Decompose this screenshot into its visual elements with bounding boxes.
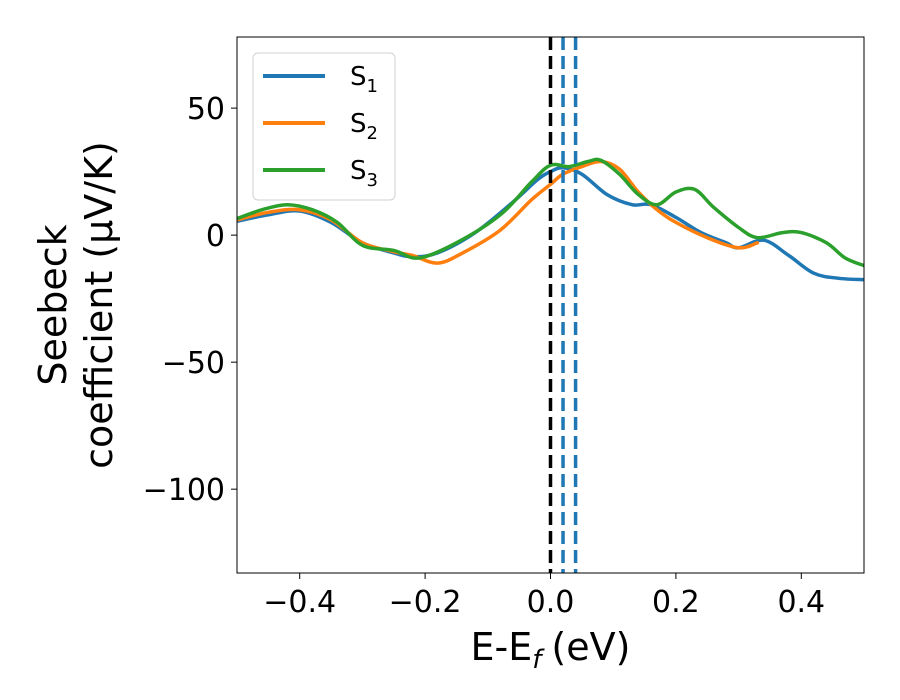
legend: S1 S2 S3 — [252, 52, 396, 201]
legend-label-s3: S3 — [350, 156, 378, 191]
y-axis-label-line2: coefficient (μV/K) — [77, 141, 121, 469]
y-tick-label: −50 — [162, 346, 225, 381]
x-tick-label: 0.4 — [777, 585, 825, 620]
legend-label-s1: S1 — [350, 62, 378, 97]
x-axis-label: E-Ef (eV) — [471, 625, 631, 675]
y-tick-label: 0 — [206, 219, 225, 254]
x-tick-label: −0.4 — [263, 585, 336, 620]
legend-box — [252, 52, 396, 201]
y-tick-label: −100 — [143, 473, 225, 508]
x-tick-label: −0.2 — [389, 585, 462, 620]
x-tick-label: 0.2 — [652, 585, 700, 620]
series-line-s3 — [237, 157, 864, 268]
legend-label-s2: S2 — [350, 109, 378, 144]
x-tick-label: 0.0 — [527, 585, 575, 620]
y-tick-label: 50 — [187, 92, 225, 127]
y-axis-label-line1: Seebeck — [31, 224, 75, 385]
